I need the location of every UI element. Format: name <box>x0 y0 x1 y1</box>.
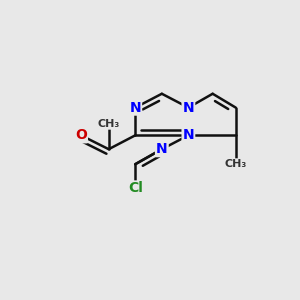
Text: N: N <box>130 100 141 115</box>
Text: N: N <box>183 100 194 115</box>
Text: CH₃: CH₃ <box>225 159 247 169</box>
Text: O: O <box>75 128 87 142</box>
Text: Cl: Cl <box>128 182 143 196</box>
Text: CH₃: CH₃ <box>98 119 120 129</box>
Text: N: N <box>183 128 194 142</box>
Text: N: N <box>156 142 168 156</box>
